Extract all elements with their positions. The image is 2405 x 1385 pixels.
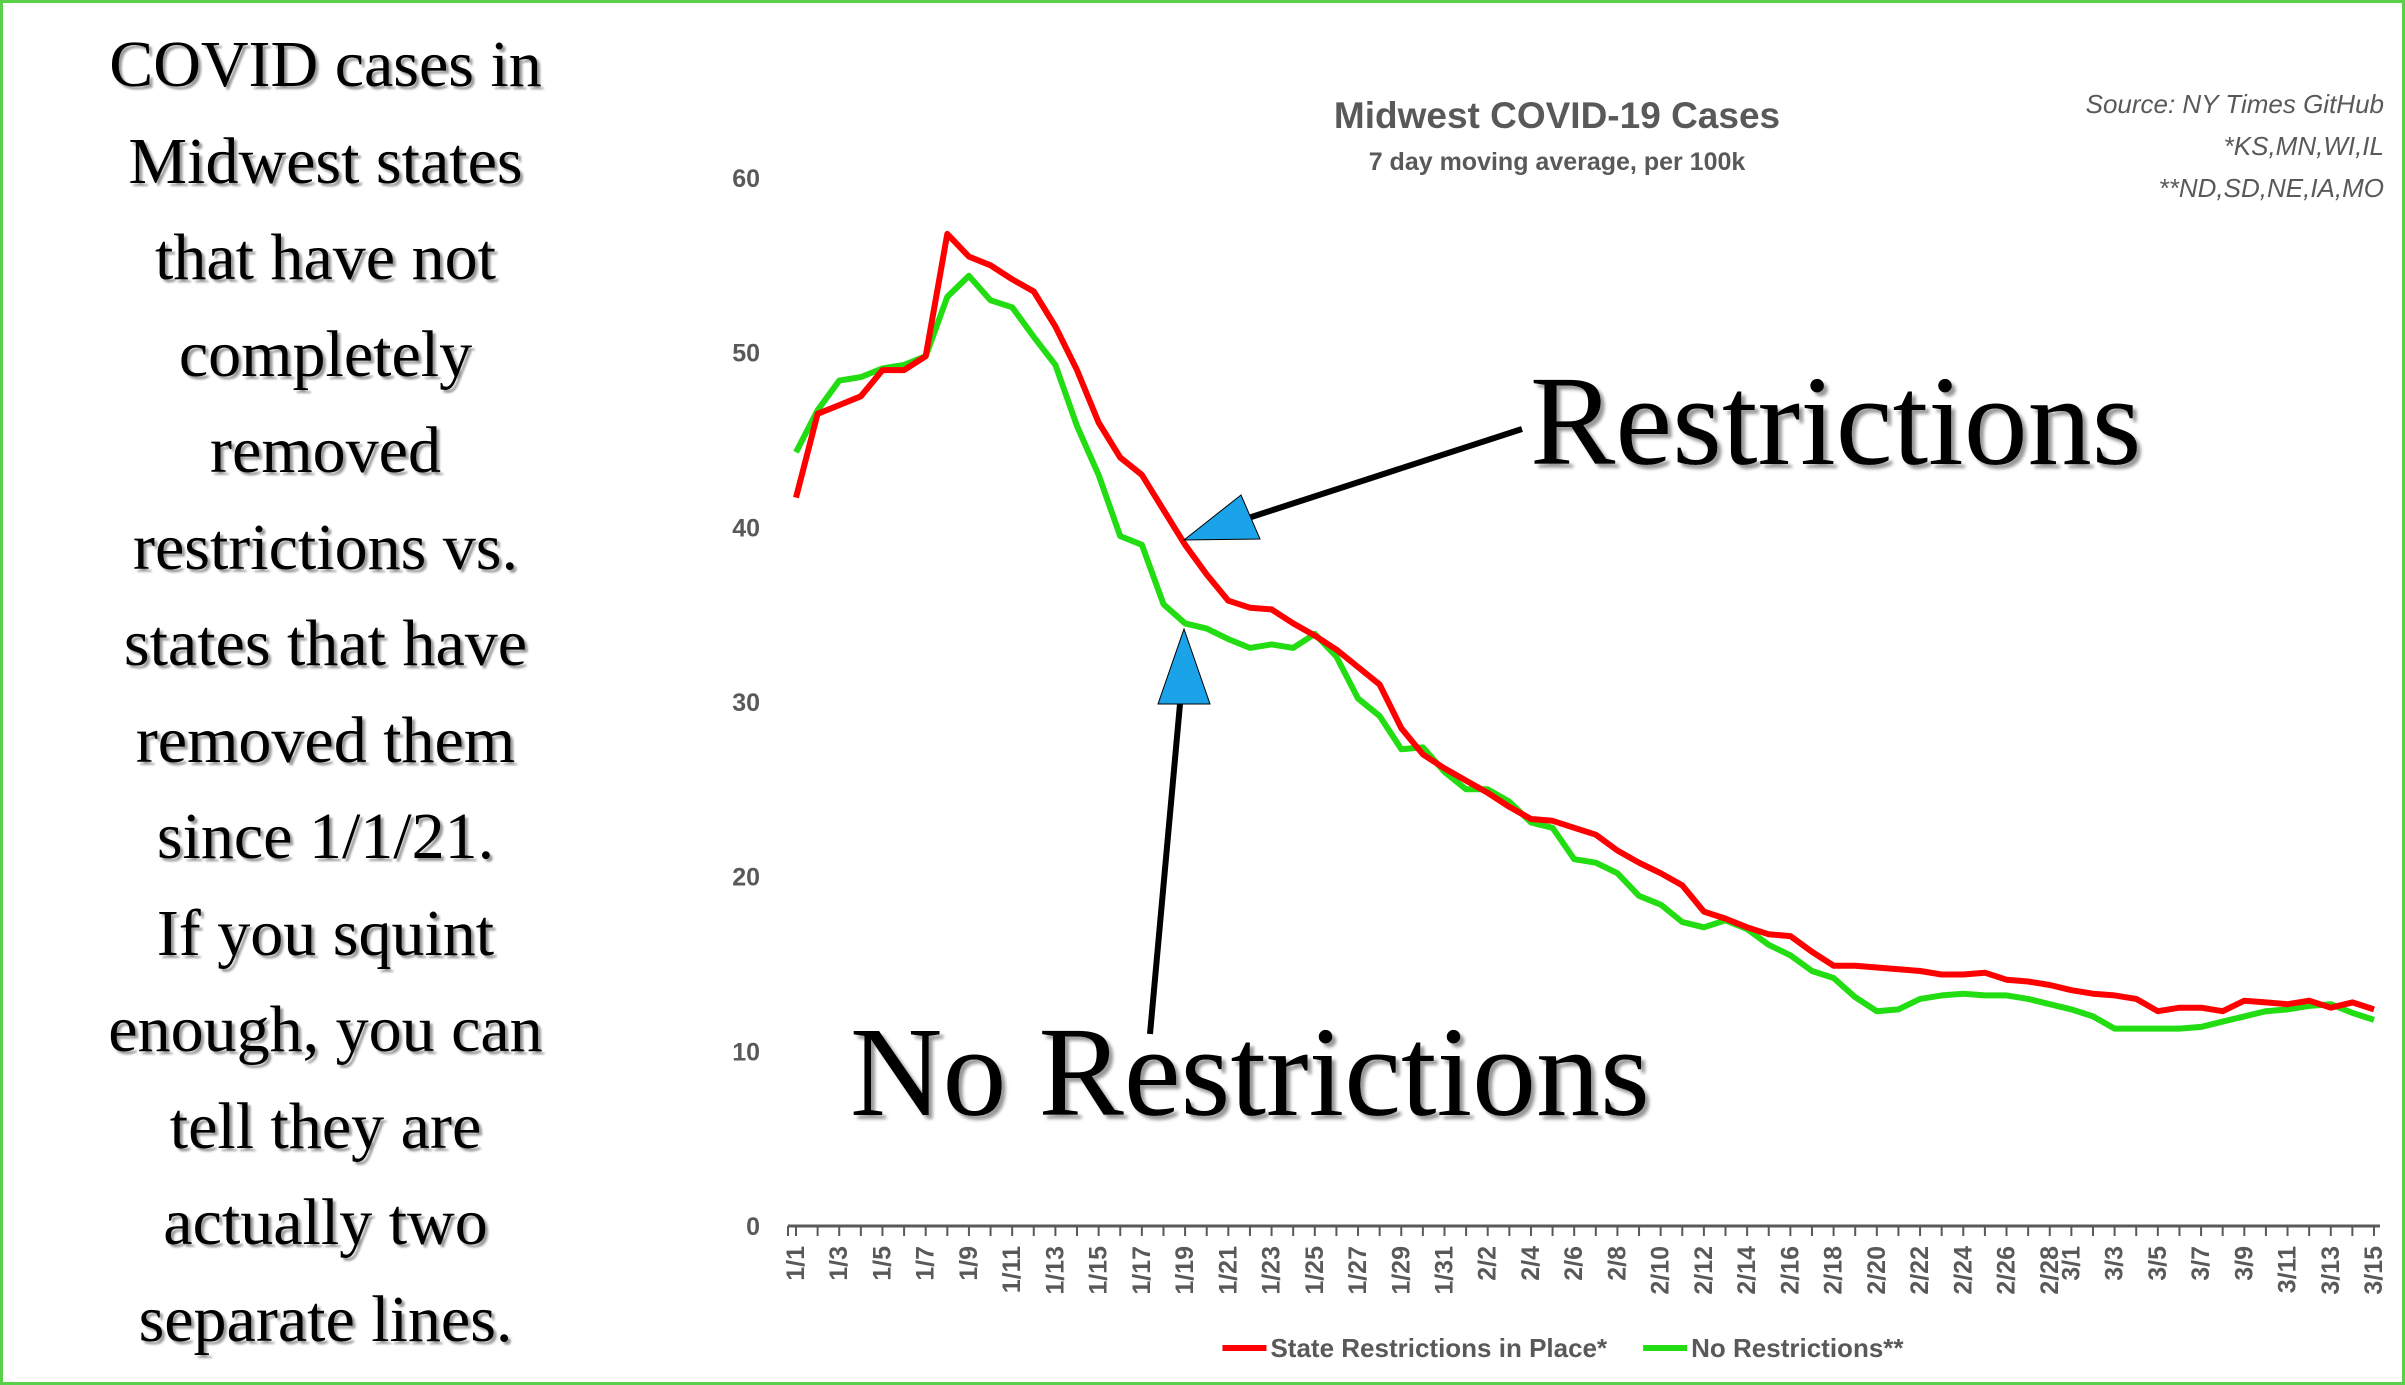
y-tick-label: 20: [732, 864, 760, 892]
caption-line: that have not: [155, 221, 496, 294]
x-tick-label: 2/10: [1647, 1246, 1675, 1295]
x-tick-label: 1/29: [1387, 1246, 1415, 1295]
x-tick-label: 1/5: [868, 1246, 896, 1281]
line-chart: Midwest COVID-19 Cases 7 day moving aver…: [732, 89, 2388, 1363]
x-tick-label: 2/4: [1517, 1246, 1545, 1281]
no-restrictions-arrow-shaft: [1147, 692, 1184, 1035]
caption-line: COVID cases in: [109, 28, 542, 101]
series-line-no-restrictions: [793, 272, 2375, 1032]
x-tick-label: 1/31: [1430, 1246, 1458, 1295]
x-tick-label: 2/6: [1560, 1246, 1588, 1281]
x-tick-label: 3/3: [2101, 1246, 2129, 1281]
caption-line: restrictions vs.: [133, 510, 518, 584]
x-tick-label: 3/11: [2274, 1246, 2302, 1293]
chart-title: Midwest COVID-19 Cases: [1334, 95, 1780, 136]
x-tick-label: 2/20: [1863, 1246, 1891, 1295]
y-tick-label: 40: [732, 514, 760, 542]
x-tick-label: 2/28: [2036, 1246, 2064, 1295]
x-tick-label: 1/11: [998, 1246, 1026, 1293]
x-tick-label: 1/15: [1085, 1246, 1113, 1295]
x-tick-label: 3/1: [2057, 1246, 2085, 1281]
x-tick-label: 1/21: [1214, 1246, 1242, 1295]
x-tick-label: 2/2: [1474, 1246, 1502, 1281]
x-tick-label: 1/9: [955, 1246, 983, 1281]
caption-line: actually two: [163, 1186, 488, 1259]
x-tick-label: 1/1: [782, 1246, 810, 1281]
x-tick-label: 1/23: [1258, 1246, 1286, 1295]
x-tick-label: 1/7: [912, 1246, 940, 1281]
source-note: Source: NY Times GitHub: [2086, 89, 2384, 119]
legend-label-no-restrictions: No Restrictions**: [1691, 1333, 1904, 1363]
restrictions-label: Restrictions: [1530, 350, 2142, 492]
x-tick-label: 1/13: [1041, 1246, 1069, 1295]
no-restrictions-label: No Restrictions: [850, 1001, 1650, 1143]
x-tick-label: 3/15: [2360, 1246, 2388, 1295]
caption-line: since 1/1/21.: [156, 800, 495, 873]
caption-line: removed them: [135, 703, 516, 777]
y-tick-label: 0: [746, 1213, 760, 1241]
legend-label-restrictions: State Restrictions in Place*: [1270, 1333, 1608, 1363]
y-tick-label: 10: [732, 1038, 760, 1066]
x-tick-label: 1/27: [1344, 1246, 1372, 1295]
x-tick-label: 2/12: [1690, 1246, 1718, 1295]
x-tick-label: 1/25: [1301, 1246, 1329, 1295]
x-tick-label: 2/22: [1906, 1246, 1934, 1295]
caption-line: Midwest states: [128, 124, 523, 198]
y-tick-label: 50: [732, 340, 760, 368]
restrictions-arrow-shaft: [1232, 426, 1523, 526]
caption-line: completely: [178, 317, 473, 391]
no-restrictions-states-note: **ND,SD,NE,IA,MO: [2159, 173, 2384, 203]
no-restrictions-arrow-head: [1157, 627, 1211, 705]
x-tick-label: 2/8: [1603, 1246, 1631, 1281]
caption-line: states that have: [123, 607, 528, 680]
chart-subtitle: 7 day moving average, per 100k: [1369, 148, 1746, 176]
x-tick-label: 2/24: [1949, 1246, 1977, 1295]
x-tick-label: 3/9: [2230, 1246, 2258, 1281]
caption-line: tell they are: [169, 1089, 482, 1163]
y-tick-label: 30: [732, 689, 760, 717]
x-tick-label: 3/13: [2317, 1246, 2345, 1295]
x-tick-label: 2/26: [1993, 1246, 2021, 1295]
x-tick-label: 2/16: [1776, 1246, 1804, 1295]
y-tick-label: 60: [732, 165, 760, 193]
series-line-restrictions: [793, 230, 2375, 1015]
x-tick-label: 2/18: [1820, 1246, 1848, 1295]
caption-text: COVID cases in Midwest states that have no…: [13, 17, 638, 1368]
restrictions-states-note: *KS,MN,WI,IL: [2224, 131, 2384, 161]
x-tick-label: 1/3: [825, 1246, 853, 1281]
caption-line: removed: [210, 414, 441, 487]
x-tick-label: 1/19: [1171, 1246, 1199, 1295]
caption-line: separate lines.: [138, 1282, 513, 1356]
x-tick-label: 2/14: [1733, 1246, 1761, 1295]
caption-line: If you squint: [156, 896, 495, 970]
caption-line: enough, you can: [108, 993, 543, 1066]
x-tick-label: 1/17: [1128, 1246, 1156, 1295]
x-tick-label: 3/5: [2144, 1246, 2172, 1281]
restrictions-arrow-head: [1182, 494, 1261, 541]
x-tick-label: 3/7: [2187, 1246, 2215, 1281]
